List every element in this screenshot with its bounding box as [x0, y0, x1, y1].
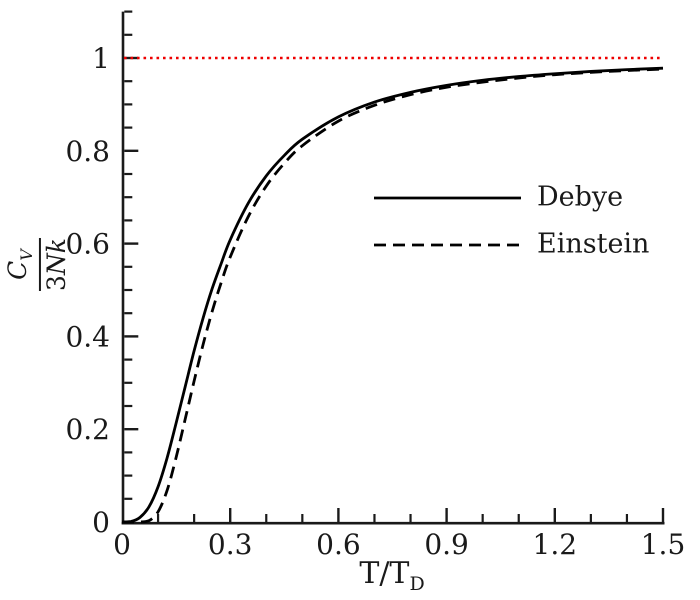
x-axis-label: T/TD	[302, 556, 482, 595]
xlabel-main: T/T	[359, 556, 410, 591]
x-tick-label: 0.3	[208, 528, 253, 561]
debye-curve	[121, 66, 664, 524]
y-tick-label: 1	[92, 42, 110, 75]
y-tick-label: 0.4	[65, 320, 110, 353]
y-tick-label: 0.2	[65, 413, 110, 446]
xlabel-subscript: D	[409, 573, 425, 595]
x-tick-label: 0.9	[424, 528, 469, 561]
x-tick-label: 1.5	[641, 528, 686, 561]
y-tick-label: 0	[92, 506, 110, 539]
x-tick-label: 0.6	[316, 528, 361, 561]
x-tick-label: 0	[113, 528, 131, 561]
einstein-curve	[122, 67, 664, 524]
legend-label-einstein: Einstein	[537, 228, 650, 260]
y-tick-label: 0.6	[65, 228, 110, 261]
y-tick-label: 0.8	[65, 135, 110, 168]
legend-label-debye: Debye	[537, 181, 624, 213]
x-tick-label: 1.2	[533, 528, 578, 561]
